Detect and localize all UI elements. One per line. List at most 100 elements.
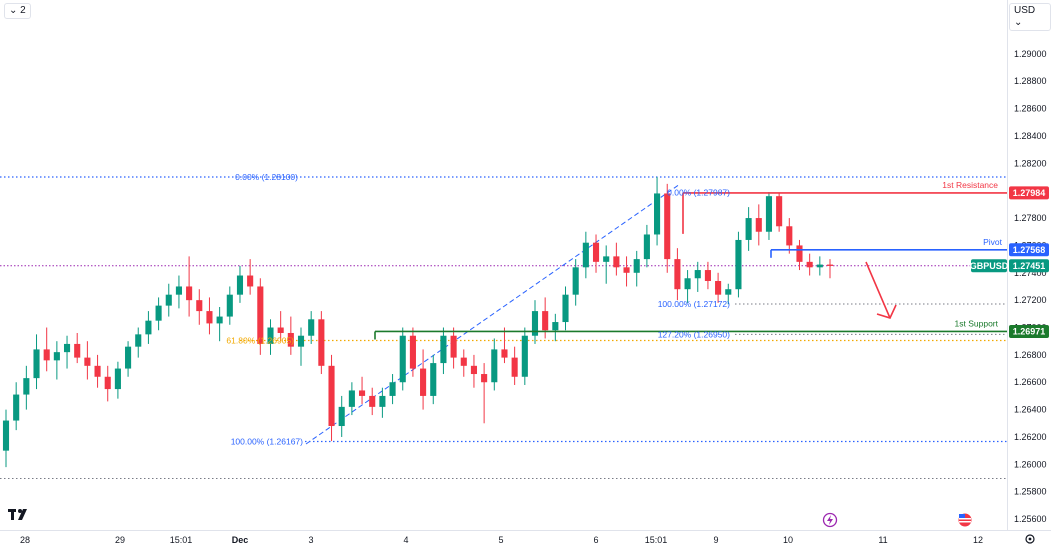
candle-body [338,406,345,427]
candle-body [125,346,132,369]
candle-body [460,357,467,366]
price-badge-label: 1.27568 [1013,245,1046,255]
candle-body [816,264,823,268]
chevron-down-icon: ⌄ [9,5,18,16]
price-badge [1009,324,1049,338]
candle-body [440,335,447,364]
time-tick-label: Dec [232,535,249,545]
collapse-toggle-button[interactable]: ⌄ 2 [4,3,31,19]
currency-label: USD [1014,5,1036,16]
chevron-down-icon: ⌄ [1014,17,1023,28]
price-tick-label: 1.26000 [1014,459,1047,469]
candle-body [84,357,91,366]
time-axis-ticks: 28 29 15:01 Dec 3 4 5 6 15:01 9 10 11 12 [20,535,983,545]
price-badge-label: 1.27451 [1013,261,1046,271]
down-arrow-icon [865,261,897,319]
candle-body [582,242,589,268]
price-badge-label: GBPUSD [970,261,1009,271]
candle-body [521,335,528,377]
time-tick-label: 15:01 [645,535,668,545]
candle-body [664,193,671,260]
fib-label-100: 100.00% (1.26167) [231,436,303,446]
candle-body [175,286,182,295]
time-tick-label: 29 [115,535,125,545]
candle-body [765,196,773,232]
candle-body [715,280,722,295]
candle-body [328,365,335,427]
lightning-icon[interactable] [822,512,838,528]
price-badge-label: 1.27984 [1013,188,1046,198]
candle-body [725,289,732,295]
price-tick-label: 1.27200 [1014,295,1047,305]
resistance-title: 1st Resistance [942,180,998,190]
fib-label-0: 0.00% (1.28100) [235,172,298,182]
candle-body [572,267,579,295]
time-tick-label: 5 [498,535,503,545]
candle-body [470,365,478,375]
candle-body [450,335,457,358]
candle-body [389,382,396,396]
collapse-count: 2 [20,5,26,16]
time-tick-label: 6 [593,535,598,545]
candle-body [358,390,366,396]
time-tick-label: 3 [308,535,313,545]
price-tick-label: 1.26200 [1014,432,1047,442]
candle-body [297,335,305,347]
fib2-label-0: 0.00% (1.27987) [667,187,730,197]
candle-body [481,374,488,383]
candle-body [430,363,437,396]
candle-body [257,286,264,344]
currency-button[interactable]: USD ⌄ [1009,3,1051,31]
candle-body [104,376,111,390]
price-badge [1009,243,1049,257]
candle-body [135,334,142,347]
price-tick-label: 1.26600 [1014,377,1047,387]
candle-body [216,316,223,324]
candle-body [674,259,681,290]
candle-body [267,327,274,344]
support-title: 1st Support [955,318,999,328]
candle-body [826,264,834,266]
candle-body [247,275,254,287]
candle-body [491,349,498,383]
time-tick-label: 28 [20,535,30,545]
price-badge [1009,259,1049,273]
price-tick-label: 1.26400 [1014,405,1047,415]
candle-body [643,234,650,260]
tradingview-logo-icon [8,509,27,520]
candle-body [33,349,40,379]
fib2-label-127: 127.20% (1.26950) [658,329,730,339]
price-tick-label: 1.26800 [1014,350,1047,360]
candle-body [409,335,416,369]
candle-body [786,226,793,246]
time-tick-label: 9 [713,535,718,545]
candle-body [23,378,30,395]
candle-body [399,335,406,383]
candle-body [531,311,539,336]
candle-body [369,395,376,407]
candle-body [704,270,711,281]
candle-body [308,319,315,336]
time-tick-label: 10 [783,535,793,545]
candle-body [114,368,121,390]
candle-body [552,322,559,331]
price-tick-label: 1.28800 [1014,76,1047,86]
us-flag-icon[interactable] [958,513,972,527]
candle-body [806,261,813,268]
price-badge [971,259,1007,273]
candle-body [735,239,742,290]
pivot-title: Pivot [983,237,1003,247]
price-tick-label: 1.25600 [1014,514,1047,524]
candle-body [155,305,162,321]
time-tick-label: 12 [973,535,983,545]
candle-body [562,294,569,323]
candle-body [633,259,640,273]
settings-gear-icon[interactable] [1025,534,1035,544]
price-tick-label: 1.29000 [1014,49,1047,59]
time-tick-label: 4 [403,535,408,545]
candle-body [318,319,325,366]
fib2-label-100: 100.00% (1.27172) [658,299,730,309]
candle-body [796,245,803,262]
price-tick-label: 1.28600 [1014,104,1047,114]
